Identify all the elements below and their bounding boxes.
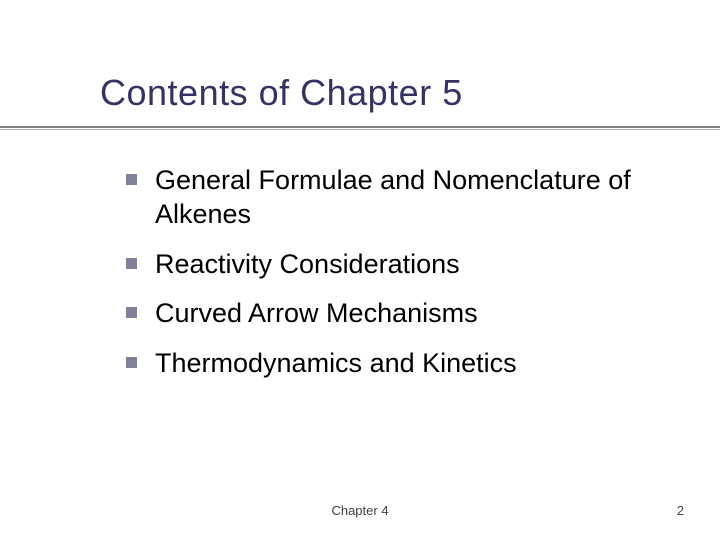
slide: Contents of Chapter 5 General Formulae a… (0, 0, 720, 540)
slide-title: Contents of Chapter 5 (100, 72, 660, 114)
list-item: Curved Arrow Mechanisms (126, 297, 650, 331)
square-bullet-icon (126, 357, 137, 368)
square-bullet-icon (126, 307, 137, 318)
title-underline (0, 126, 720, 128)
list-item-text: Reactivity Considerations (155, 248, 460, 282)
square-bullet-icon (126, 174, 137, 185)
list-item-text: General Formulae and Nomenclature of Alk… (155, 164, 650, 232)
list-item: Reactivity Considerations (126, 248, 650, 282)
square-bullet-icon (126, 258, 137, 269)
content-list: General Formulae and Nomenclature of Alk… (100, 164, 660, 381)
list-item: General Formulae and Nomenclature of Alk… (126, 164, 650, 232)
list-item: Thermodynamics and Kinetics (126, 347, 650, 381)
list-item-text: Thermodynamics and Kinetics (155, 347, 517, 381)
footer-text: Chapter 4 (0, 503, 720, 518)
page-number: 2 (677, 503, 684, 518)
list-item-text: Curved Arrow Mechanisms (155, 297, 478, 331)
